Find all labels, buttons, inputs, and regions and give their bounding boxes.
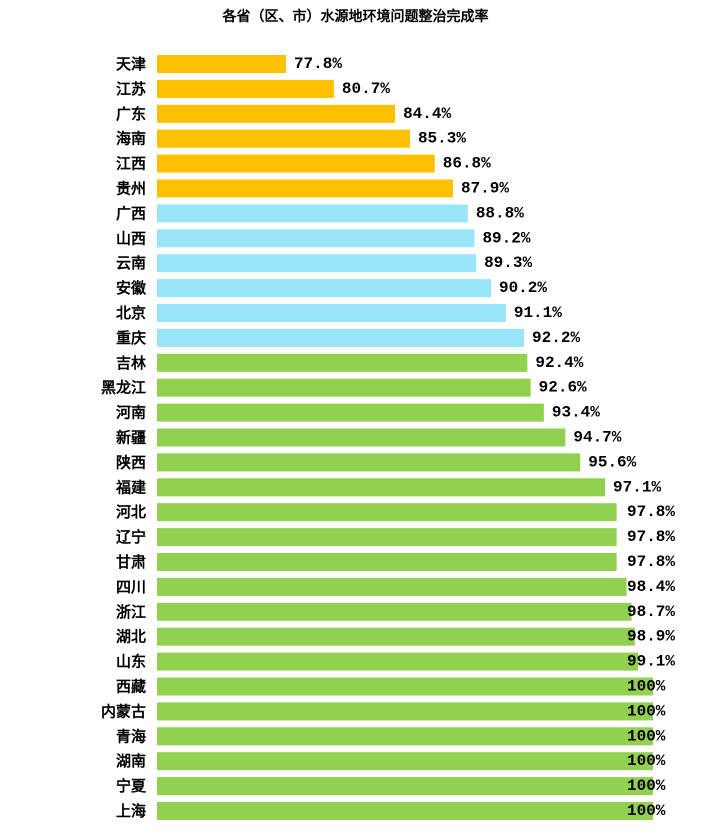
bar [157, 279, 491, 298]
data-label: 100% [627, 727, 666, 745]
category-label: 山西 [116, 229, 146, 247]
category-label: 湖南 [116, 752, 146, 770]
bar [157, 503, 617, 522]
bar [157, 129, 410, 148]
category-label: 浙江 [116, 603, 146, 621]
category-label: 河北 [116, 503, 146, 521]
data-label: 100% [627, 752, 666, 770]
data-label: 97.1% [613, 478, 661, 496]
data-label: 91.1% [514, 304, 562, 322]
category-label: 辽宁 [116, 528, 146, 546]
bar [157, 777, 653, 796]
data-label: 98.9% [627, 628, 675, 646]
data-label: 98.4% [627, 578, 675, 596]
data-label: 95.6% [588, 453, 636, 471]
bar [157, 627, 635, 646]
bar [157, 677, 653, 696]
data-label: 97.8% [627, 528, 675, 546]
category-label: 福建 [115, 478, 147, 496]
bar [157, 154, 435, 173]
category-label: 西藏 [116, 678, 146, 696]
category-label: 江西 [116, 155, 146, 173]
bar [157, 453, 581, 472]
data-label: 100% [627, 777, 666, 795]
category-label: 山东 [116, 653, 146, 671]
bar [157, 229, 475, 248]
bar [157, 254, 477, 273]
category-label: 安徽 [116, 279, 147, 297]
category-label: 内蒙古 [101, 702, 146, 720]
category-label: 上海 [116, 802, 146, 820]
category-label: 吉林 [116, 354, 147, 372]
data-label: 100% [627, 802, 666, 820]
data-label: 99.1% [627, 653, 675, 671]
bar [157, 553, 617, 571]
category-label: 甘肃 [116, 553, 146, 571]
category-label: 湖北 [116, 628, 146, 646]
bar [157, 353, 528, 372]
category-label: 重庆 [116, 329, 146, 347]
data-label: 97.8% [627, 553, 675, 571]
bar [157, 528, 617, 547]
bar [157, 478, 606, 497]
category-label: 贵州 [116, 180, 146, 198]
data-label: 100% [627, 678, 666, 696]
data-label: 84.4% [403, 105, 451, 123]
bar [157, 652, 639, 671]
category-label: 广西 [116, 204, 146, 222]
category-label: 北京 [116, 304, 146, 322]
category-label: 河南 [116, 404, 146, 422]
bar [157, 179, 453, 198]
bar [157, 328, 525, 347]
category-label: 江苏 [116, 80, 146, 98]
data-label: 100% [627, 702, 666, 720]
data-label: 97.8% [627, 503, 675, 521]
bar [157, 602, 632, 621]
data-label: 88.8% [476, 204, 524, 222]
data-label: 98.7% [627, 603, 675, 621]
category-label: 青海 [116, 727, 146, 745]
data-label: 86.8% [443, 155, 491, 173]
category-label: 宁夏 [116, 777, 147, 795]
data-label: 92.4% [535, 354, 583, 372]
bar [157, 79, 334, 98]
bar [157, 55, 286, 73]
bar [157, 378, 531, 397]
chart-title: 各省（区、市）水源地环境问题整治完成率 [222, 9, 489, 25]
bar [157, 727, 653, 746]
data-label: 87.9% [461, 180, 509, 198]
category-label: 云南 [116, 254, 146, 272]
category-label: 四川 [116, 578, 146, 596]
category-label: 天津 [116, 55, 146, 73]
data-label: 85.3% [418, 130, 466, 148]
data-label: 92.2% [532, 329, 580, 347]
bar [157, 802, 653, 820]
bar [157, 204, 468, 223]
bar [157, 752, 653, 771]
bar [157, 702, 653, 721]
data-label: 90.2% [499, 279, 547, 297]
category-label: 新疆 [116, 429, 146, 447]
category-label: 黑龙江 [101, 379, 146, 397]
data-label: 89.3% [484, 254, 532, 272]
bar [157, 403, 544, 422]
data-label: 77.8% [294, 55, 342, 73]
bar [157, 577, 627, 596]
bar [157, 428, 566, 447]
data-label: 93.4% [552, 404, 600, 422]
bar [157, 104, 396, 123]
category-label: 海南 [116, 130, 146, 148]
data-label: 80.7% [342, 80, 390, 98]
category-label: 广东 [116, 105, 146, 123]
data-label: 89.2% [482, 229, 530, 247]
category-label: 陕西 [116, 453, 146, 471]
bar [157, 304, 506, 322]
data-label: 94.7% [573, 429, 621, 447]
data-label: 92.6% [539, 379, 587, 397]
